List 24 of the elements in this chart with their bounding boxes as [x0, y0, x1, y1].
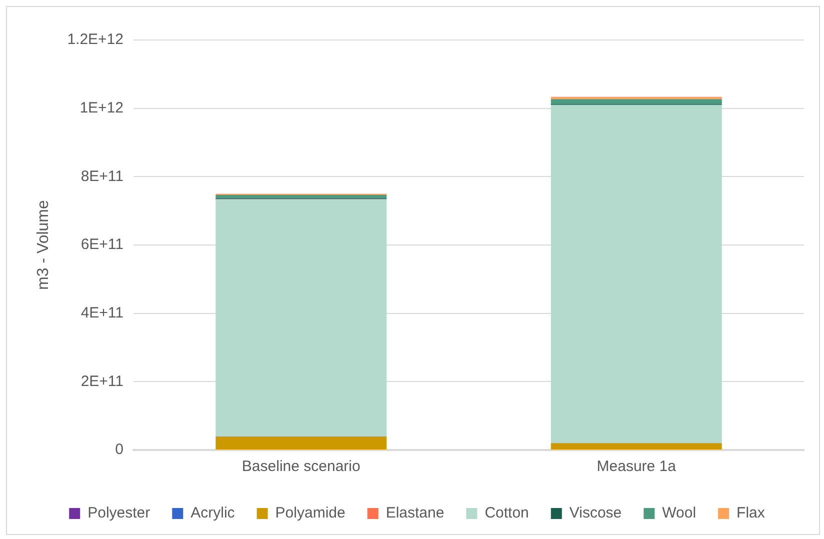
- legend-label: Polyamide: [275, 504, 346, 522]
- x-tick-label: Baseline scenario: [242, 458, 360, 476]
- y-tick-label: 4E+11: [80, 304, 124, 322]
- y-axis-title: m3 - Volume: [35, 200, 52, 290]
- y-tick-label: 1E+12: [80, 99, 124, 116]
- legend-label: Polyester: [88, 504, 150, 522]
- bar: [550, 443, 722, 450]
- bar: [216, 436, 387, 450]
- bar: [550, 99, 722, 104]
- y-tick-label: 0: [115, 441, 124, 458]
- legend-label: Flax: [736, 504, 766, 522]
- legend-label: Cotton: [484, 504, 529, 522]
- y-tick-label: 1.2E+12: [67, 31, 124, 48]
- bar: [550, 96, 722, 100]
- legend-label: Elastane: [386, 504, 444, 522]
- x-tick-label: Measure 1a: [596, 458, 677, 476]
- y-tick-label: 2E+11: [80, 372, 124, 390]
- bar: [216, 199, 387, 436]
- legend-label: Wool: [662, 504, 696, 522]
- bar: [550, 104, 722, 444]
- y-tick-label: 8E+11: [80, 168, 124, 185]
- legend-label: Acrylic: [190, 504, 236, 522]
- legend-label: Viscose: [569, 504, 622, 522]
- y-tick-label: 6E+11: [80, 236, 124, 254]
